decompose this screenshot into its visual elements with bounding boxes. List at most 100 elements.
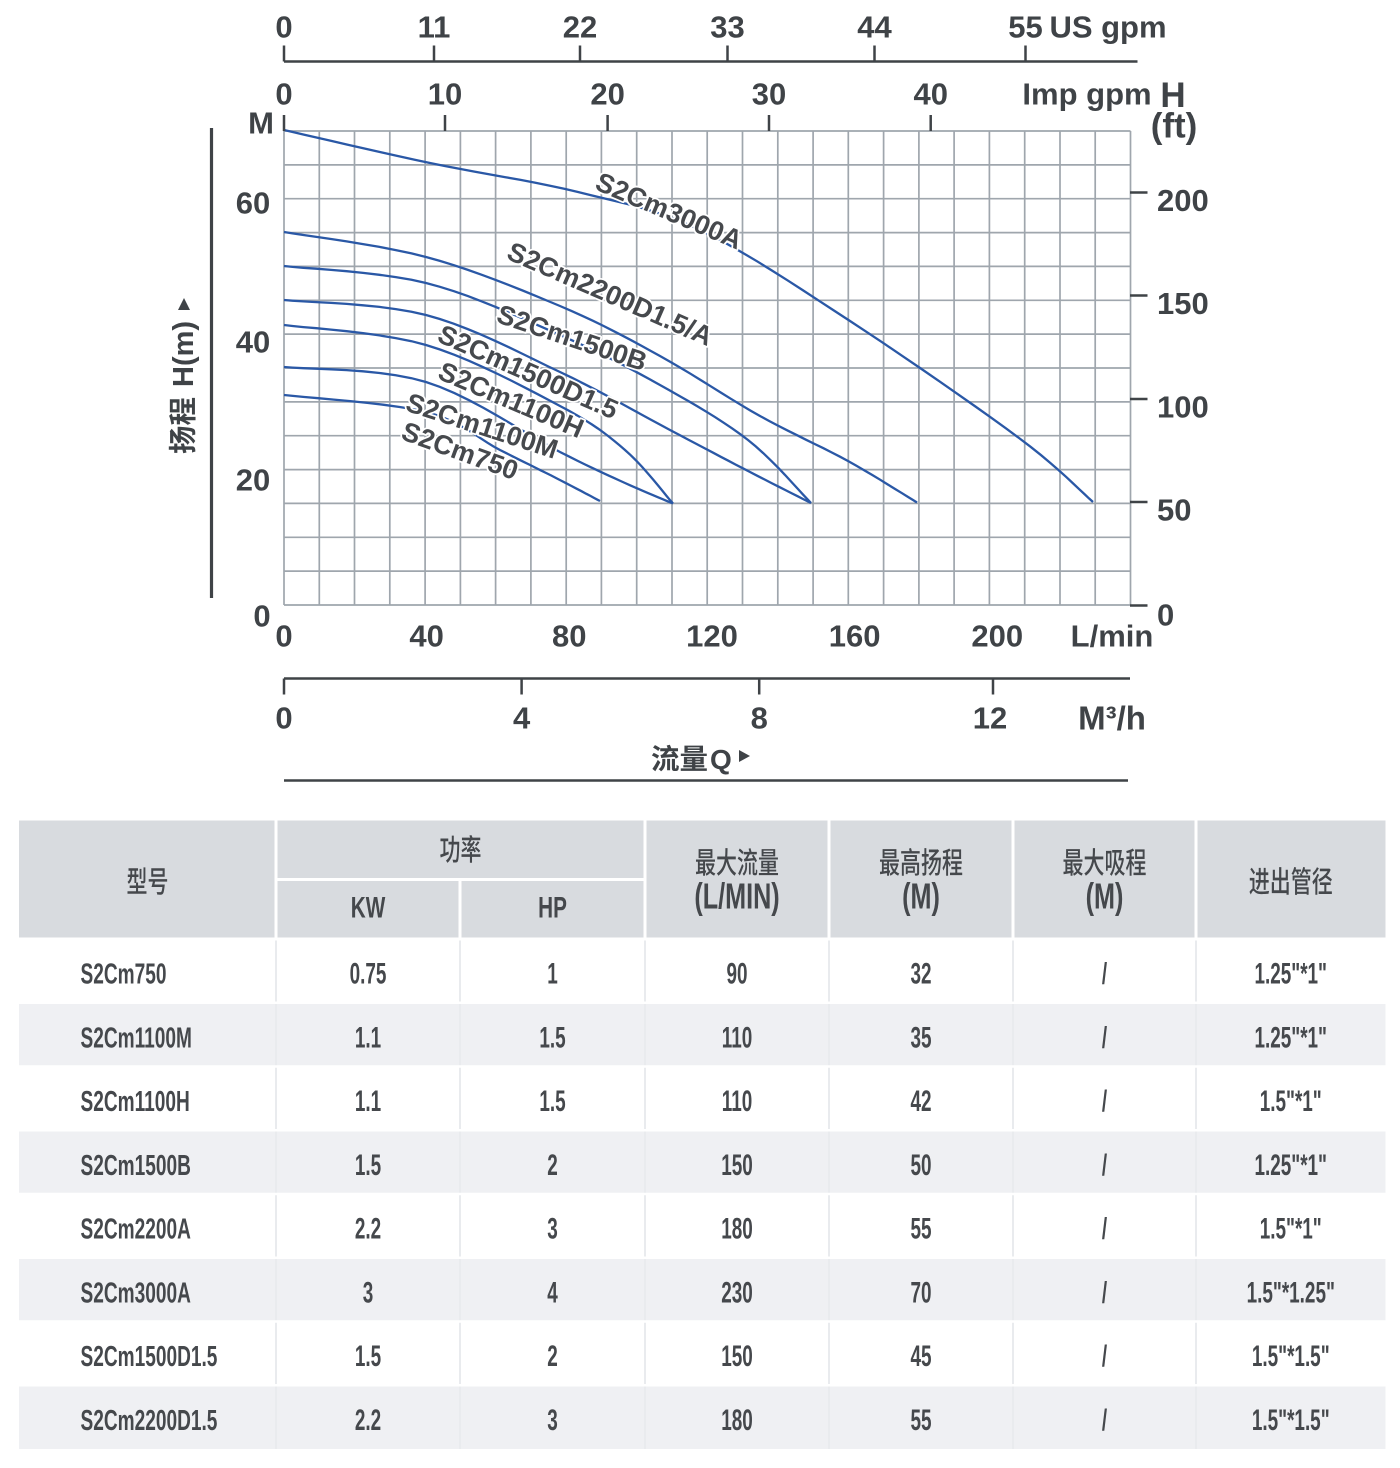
- svg-text:/: /: [1102, 1276, 1107, 1310]
- svg-text:100: 100: [1157, 390, 1209, 425]
- svg-text:40: 40: [913, 77, 947, 112]
- svg-text:4: 4: [547, 1276, 558, 1310]
- svg-text:55: 55: [910, 1403, 931, 1437]
- svg-text:1.5: 1.5: [355, 1340, 381, 1374]
- svg-text:55: 55: [910, 1212, 931, 1246]
- svg-text:Imp gpm: Imp gpm: [1022, 77, 1151, 112]
- svg-text:1.5"*1": 1.5"*1": [1260, 1085, 1322, 1119]
- svg-text:/: /: [1102, 1021, 1107, 1055]
- svg-text:3: 3: [547, 1212, 558, 1246]
- svg-text:32: 32: [910, 957, 931, 991]
- svg-text:M³/h: M³/h: [1078, 700, 1146, 737]
- svg-text:0: 0: [275, 701, 292, 736]
- svg-text:H(m): H(m): [168, 321, 200, 387]
- svg-text:1.25"*1": 1.25"*1": [1254, 1148, 1327, 1182]
- svg-text:/: /: [1102, 1085, 1107, 1119]
- svg-text:S2Cm2200A: S2Cm2200A: [81, 1214, 191, 1246]
- svg-text:(M): (M): [1086, 876, 1124, 917]
- svg-text:33: 33: [710, 10, 744, 45]
- svg-text:20: 20: [236, 463, 270, 498]
- svg-text:Q: Q: [710, 744, 732, 775]
- svg-text:80: 80: [552, 619, 586, 654]
- svg-text:160: 160: [829, 619, 881, 654]
- svg-text:1.5"*1.5": 1.5"*1.5": [1252, 1340, 1330, 1374]
- svg-text:(M): (M): [902, 876, 940, 917]
- svg-text:1.1: 1.1: [355, 1021, 381, 1055]
- svg-text:S2Cm2200D1.5: S2Cm2200D1.5: [81, 1405, 218, 1437]
- svg-text:US gpm: US gpm: [1049, 10, 1166, 45]
- svg-text:S2Cm3000A: S2Cm3000A: [81, 1278, 191, 1310]
- svg-text:1.5"*1": 1.5"*1": [1260, 1212, 1322, 1246]
- svg-text:50: 50: [910, 1148, 931, 1182]
- svg-text:0: 0: [275, 619, 292, 654]
- svg-text:S2Cm1500D1.5: S2Cm1500D1.5: [81, 1341, 218, 1373]
- svg-text:1.5: 1.5: [355, 1148, 381, 1182]
- svg-text:110: 110: [722, 1085, 752, 1119]
- svg-text:4: 4: [513, 701, 531, 736]
- svg-text:/: /: [1102, 1403, 1107, 1437]
- svg-text:2: 2: [547, 1148, 558, 1182]
- svg-text:1.5"*1.25": 1.5"*1.25": [1247, 1276, 1335, 1310]
- svg-text:0: 0: [275, 77, 292, 112]
- svg-text:0.75: 0.75: [350, 957, 387, 991]
- svg-text:110: 110: [722, 1021, 752, 1055]
- svg-text:HP: HP: [538, 892, 567, 925]
- svg-text:3: 3: [547, 1403, 558, 1437]
- svg-text:180: 180: [721, 1212, 753, 1246]
- svg-text:8: 8: [751, 701, 768, 736]
- svg-text:120: 120: [686, 619, 738, 654]
- svg-text:1.25"*1": 1.25"*1": [1254, 957, 1327, 991]
- svg-text:1.5"*1.5": 1.5"*1.5": [1252, 1403, 1330, 1437]
- svg-text:2: 2: [547, 1340, 558, 1374]
- svg-text:22: 22: [563, 10, 597, 45]
- svg-text:2.2: 2.2: [355, 1212, 381, 1246]
- svg-text:S2Cm1500B: S2Cm1500B: [81, 1150, 191, 1182]
- svg-text:/: /: [1102, 1148, 1107, 1182]
- svg-text:0: 0: [275, 10, 292, 45]
- svg-text:42: 42: [910, 1085, 931, 1119]
- svg-text:70: 70: [910, 1276, 931, 1310]
- svg-text:200: 200: [971, 619, 1023, 654]
- svg-text:20: 20: [590, 77, 624, 112]
- svg-text:(L/MIN): (L/MIN): [694, 876, 779, 917]
- svg-text:S2Cm750: S2Cm750: [81, 959, 167, 991]
- svg-text:1.1: 1.1: [355, 1085, 381, 1119]
- svg-text:50: 50: [1157, 493, 1191, 528]
- svg-text:1: 1: [547, 957, 558, 991]
- svg-text:35: 35: [910, 1021, 931, 1055]
- svg-text:S2Cm1100M: S2Cm1100M: [81, 1023, 192, 1055]
- svg-text:0: 0: [1157, 598, 1174, 633]
- svg-text:230: 230: [721, 1276, 753, 1310]
- svg-text:H: H: [1160, 76, 1185, 115]
- svg-text:45: 45: [910, 1340, 931, 1374]
- svg-text:90: 90: [726, 957, 747, 991]
- svg-text:1.5: 1.5: [539, 1021, 565, 1055]
- svg-text:40: 40: [236, 325, 270, 360]
- svg-text:1.25"*1": 1.25"*1": [1254, 1021, 1327, 1055]
- svg-text:1.5: 1.5: [539, 1085, 565, 1119]
- svg-text:10: 10: [428, 77, 462, 112]
- svg-text:S2Cm1100H: S2Cm1100H: [81, 1086, 190, 1118]
- svg-text:/: /: [1102, 1340, 1107, 1374]
- svg-text:2.2: 2.2: [355, 1403, 381, 1437]
- svg-text:55: 55: [1008, 10, 1042, 45]
- svg-text:/: /: [1102, 957, 1107, 991]
- svg-text:150: 150: [721, 1148, 753, 1182]
- svg-text:180: 180: [721, 1403, 753, 1437]
- svg-text:60: 60: [236, 186, 270, 221]
- svg-text:200: 200: [1157, 183, 1209, 218]
- svg-text:3: 3: [363, 1276, 374, 1310]
- svg-text:/: /: [1102, 1212, 1107, 1246]
- svg-text:12: 12: [973, 701, 1007, 736]
- svg-text:30: 30: [752, 77, 786, 112]
- svg-text:150: 150: [721, 1340, 753, 1374]
- svg-text:L/min: L/min: [1071, 619, 1154, 654]
- svg-text:11: 11: [418, 10, 451, 45]
- svg-text:0: 0: [253, 599, 270, 634]
- svg-text:44: 44: [857, 10, 892, 45]
- svg-text:40: 40: [409, 619, 443, 654]
- svg-text:KW: KW: [351, 892, 386, 925]
- svg-text:150: 150: [1157, 286, 1209, 321]
- svg-text:(ft): (ft): [1151, 107, 1198, 146]
- svg-text:M: M: [248, 106, 274, 141]
